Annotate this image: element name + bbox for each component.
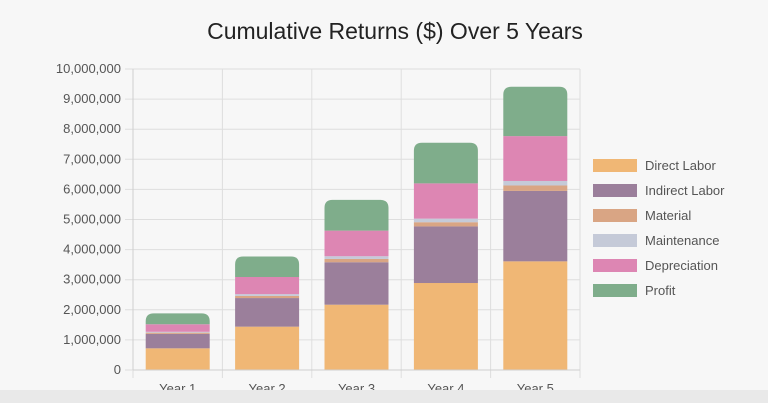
bar-segment-direct-labor[interactable] (503, 261, 568, 370)
legend-swatch[interactable] (593, 209, 637, 222)
y-tick-label: 9,000,000 (63, 91, 121, 106)
legend-swatch[interactable] (593, 259, 637, 272)
axis-layer: 0 1,000,000 2,000,000 3,000,000 4,000,000 5,0… (56, 61, 580, 396)
y-tick-label: 4,000,000 (63, 242, 121, 257)
bottom-scroll-bar (0, 390, 768, 403)
bar-segment-direct-labor[interactable] (413, 283, 478, 370)
bar-segment-material[interactable] (503, 185, 568, 191)
y-tick-label: 10,000,000 (56, 61, 121, 76)
bar-segment-indirect-labor[interactable] (324, 262, 389, 305)
legend-label[interactable]: Maintenance (645, 233, 719, 248)
y-tick-label: 0 (114, 362, 121, 377)
legend-swatch[interactable] (593, 159, 637, 172)
bar-segment-depreciation[interactable] (503, 136, 568, 181)
bar-segment-material[interactable] (235, 295, 300, 299)
bar-segment-indirect-labor[interactable] (145, 333, 210, 349)
bar-segment-material[interactable] (413, 222, 478, 227)
chart-title: Cumulative Returns ($) Over 5 Years (207, 18, 583, 44)
bar-segment-profit[interactable] (235, 256, 300, 277)
bar-segment-profit[interactable] (503, 86, 568, 137)
bar-segment-depreciation[interactable] (413, 183, 478, 219)
bar-segment-profit[interactable] (324, 199, 389, 231)
legend-swatch[interactable] (593, 234, 637, 247)
bar-segment-depreciation[interactable] (145, 324, 210, 332)
y-tick-label: 5,000,000 (63, 212, 121, 227)
bar-segment-direct-labor[interactable] (324, 304, 389, 370)
bar-segment-maintenance[interactable] (413, 218, 478, 223)
bar-segment-maintenance[interactable] (145, 331, 210, 333)
legend-label[interactable]: Material (645, 208, 691, 223)
bar-segment-depreciation[interactable] (235, 276, 300, 295)
bar-segment-maintenance[interactable] (235, 294, 300, 296)
bar-segment-depreciation[interactable] (324, 230, 389, 257)
bar-segment-direct-labor[interactable] (235, 326, 300, 370)
legend-swatch[interactable] (593, 284, 637, 297)
legend-label[interactable]: Profit (645, 283, 676, 298)
bar-segment-direct-labor[interactable] (145, 348, 210, 370)
y-tick-label: 2,000,000 (63, 302, 121, 317)
bar-segment-material[interactable] (324, 258, 389, 263)
y-tick-label: 3,000,000 (63, 272, 121, 287)
legend: Direct Labor Indirect Labor Material Mainte… (593, 158, 725, 298)
y-tick-label: 8,000,000 (63, 121, 121, 136)
bar-segment-material[interactable] (145, 332, 210, 334)
y-tick-label: 7,000,000 (63, 151, 121, 166)
bar-segment-indirect-labor[interactable] (235, 298, 300, 327)
bar-segment-indirect-labor[interactable] (503, 190, 568, 262)
bar-segment-maintenance[interactable] (503, 180, 568, 186)
bar-layer (145, 86, 568, 370)
bar-segment-profit[interactable] (413, 142, 478, 184)
bar-segment-profit[interactable] (145, 313, 210, 325)
legend-label[interactable]: Indirect Labor (645, 183, 725, 198)
y-tick-label: 6,000,000 (63, 181, 121, 196)
bar-segment-indirect-labor[interactable] (413, 226, 478, 284)
y-tick-label: 1,000,000 (63, 332, 121, 347)
legend-label[interactable]: Direct Labor (645, 158, 716, 173)
legend-swatch[interactable] (593, 184, 637, 197)
bar-segment-maintenance[interactable] (324, 256, 389, 259)
legend-label[interactable]: Depreciation (645, 258, 718, 273)
